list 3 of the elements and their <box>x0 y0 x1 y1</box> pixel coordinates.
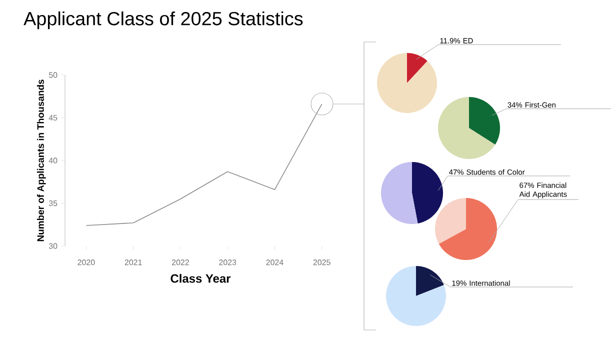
y-axis-title: Number of Applicants in Thousands <box>36 80 46 242</box>
chart-title: Applicant Class of 2025 Statistics <box>24 11 303 30</box>
x-axis-title: Class Year <box>170 274 231 283</box>
